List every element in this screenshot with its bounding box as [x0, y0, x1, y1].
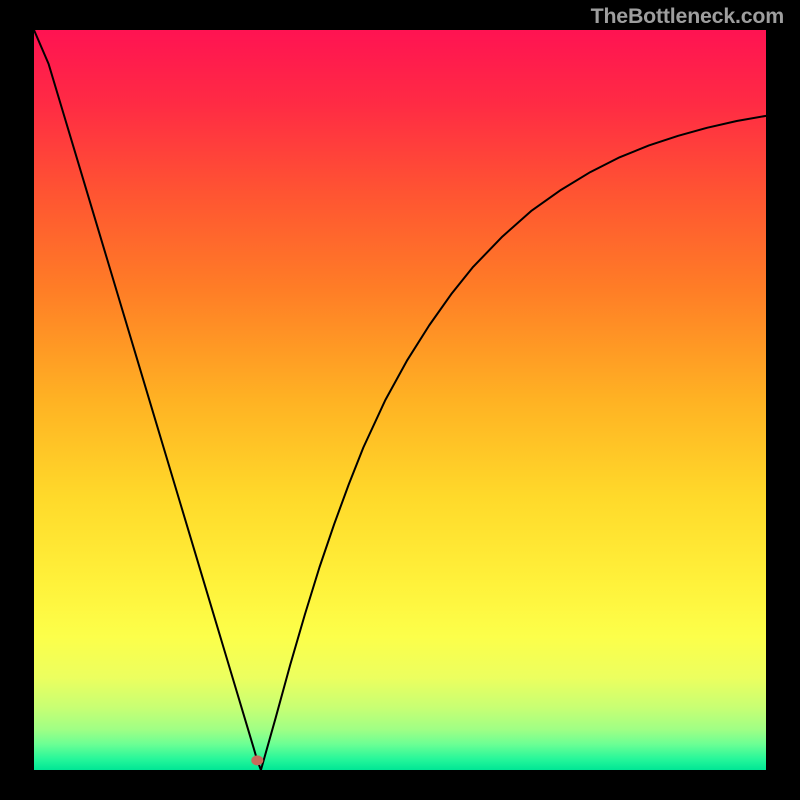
chart-frame: TheBottleneck.com	[0, 0, 800, 800]
minimum-marker	[251, 755, 263, 765]
plot-background	[34, 30, 766, 770]
bottleneck-chart	[0, 0, 800, 800]
